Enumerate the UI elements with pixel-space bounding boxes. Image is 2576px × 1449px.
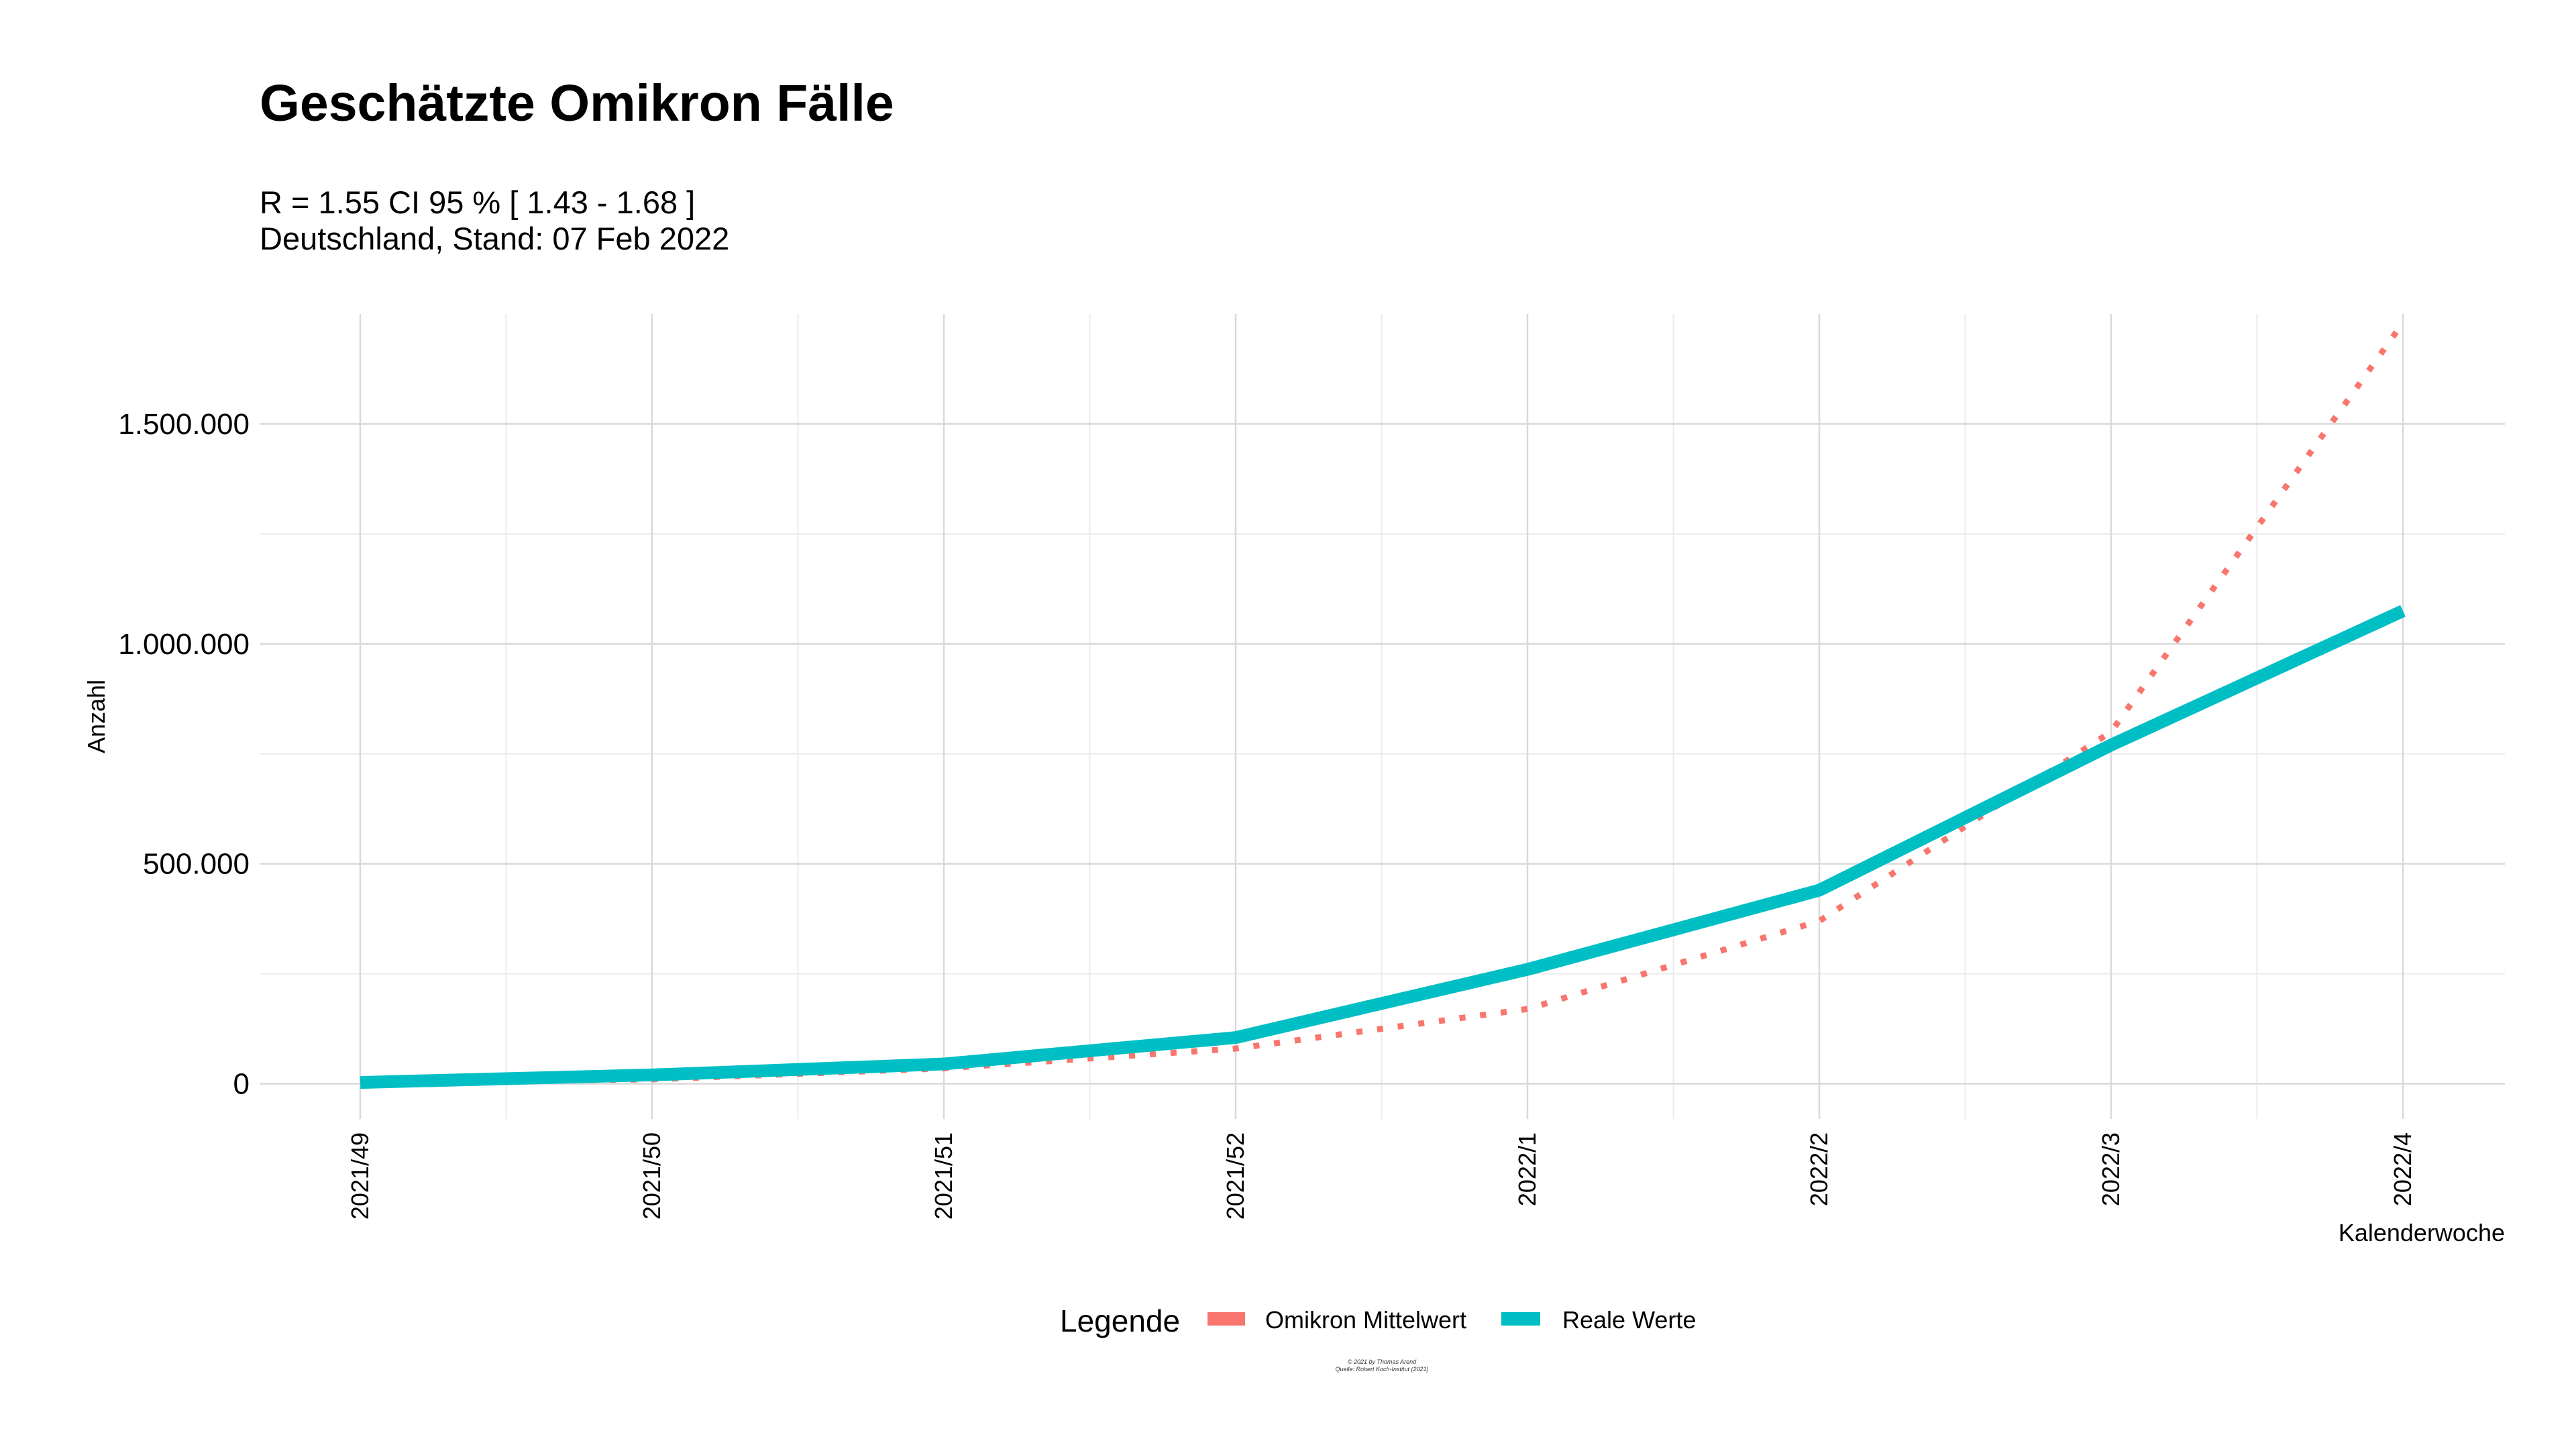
- y-tick-label: 500.000: [143, 848, 250, 881]
- x-tick-label: 2021/52: [1222, 1132, 1249, 1220]
- data-point-reale-werte: [1235, 1037, 1236, 1038]
- x-tick-label: 2021/49: [346, 1132, 374, 1220]
- data-series: [360, 321, 2406, 1089]
- x-axis-label: Kalenderwoche: [2339, 1219, 2505, 1246]
- x-tick-label: 2022/2: [1805, 1132, 1833, 1206]
- x-tick-label: 2021/51: [930, 1132, 957, 1220]
- y-tick-label: 0: [233, 1068, 250, 1101]
- y-axis-ticks: 0 500.000 1.000.000 1.500.000: [118, 408, 250, 1101]
- legend-title: Legende: [1060, 1303, 1180, 1338]
- grid: [260, 314, 2505, 1119]
- legend-key-reale-werte: [1501, 1312, 1540, 1326]
- x-axis-ticks: 2021/49 2021/50 2021/51 2021/52 2022/1 2022/2…: [346, 1132, 2416, 1220]
- data-point-omikron-mittelwert: [1235, 1048, 1236, 1049]
- caption-copyright: © 2021 by Thomas Arend: [1348, 1358, 1417, 1365]
- data-point-reale-werte: [2110, 745, 2112, 746]
- y-axis-label: Anzahl: [83, 680, 110, 753]
- legend-label-omikron-mittelwert: Omikron Mittelwert: [1265, 1306, 1466, 1334]
- x-tick-label: 2022/4: [2389, 1132, 2416, 1206]
- data-point-omikron-mittelwert: [1819, 920, 1820, 922]
- y-tick-label: 1.000.000: [118, 628, 250, 661]
- x-tick-label: 2022/1: [1513, 1132, 1541, 1206]
- data-point-reale-werte: [360, 1082, 361, 1083]
- caption-source: Quelle: Robert Koch-Institut (2021): [1335, 1366, 1428, 1373]
- data-point-omikron-mittelwert: [2402, 322, 2404, 323]
- y-tick-label: 1.500.000: [118, 408, 250, 441]
- x-tick-label: 2022/3: [2097, 1132, 2125, 1206]
- chart-subtitle-line-2: Deutschland, Stand: 07 Feb 2022: [260, 221, 729, 256]
- data-point-reale-werte: [2402, 610, 2404, 612]
- series-line-omikron-mittelwert: [360, 321, 2406, 1086]
- chart-subtitle-line-1: R = 1.55 CI 95 % [ 1.43 - 1.68 ]: [260, 184, 695, 220]
- data-point-reale-werte: [943, 1063, 945, 1065]
- legend-label-reale-werte: Reale Werte: [1562, 1306, 1696, 1334]
- x-tick-label: 2021/50: [638, 1132, 665, 1220]
- legend-key-omikron-mittelwert: [1208, 1312, 1245, 1326]
- data-point-reale-werte: [1527, 969, 1528, 970]
- data-point-omikron-mittelwert: [2110, 731, 2112, 733]
- legend: Legende Omikron Mittelwert Reale Werte: [1060, 1303, 1696, 1338]
- chart-title: Geschätzte Omikron Fälle: [260, 74, 894, 132]
- data-point-reale-werte: [1819, 890, 1820, 891]
- data-point-omikron-mittelwert: [1527, 1008, 1528, 1010]
- series-line-reale-werte: [360, 604, 2406, 1089]
- data-point-reale-werte: [651, 1074, 653, 1075]
